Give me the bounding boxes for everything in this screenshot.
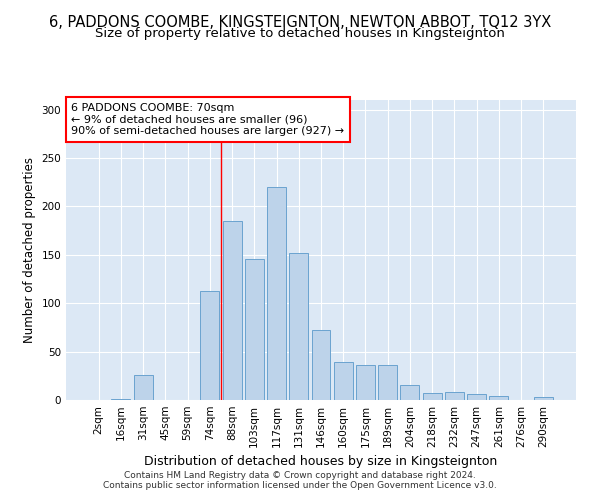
Bar [134, 375, 152, 400]
Bar [223, 221, 242, 400]
X-axis label: Distribution of detached houses by size in Kingsteignton: Distribution of detached houses by size … [145, 456, 497, 468]
Bar [400, 384, 419, 400]
Bar [289, 253, 308, 400]
Bar [490, 396, 508, 400]
Bar [378, 365, 397, 400]
Bar [445, 392, 464, 400]
Y-axis label: Number of detached properties: Number of detached properties [23, 157, 36, 343]
Bar [534, 397, 553, 400]
Bar [245, 258, 264, 400]
Text: Contains HM Land Registry data © Crown copyright and database right 2024.
Contai: Contains HM Land Registry data © Crown c… [103, 470, 497, 490]
Bar [112, 399, 130, 400]
Text: 6, PADDONS COOMBE, KINGSTEIGNTON, NEWTON ABBOT, TQ12 3YX: 6, PADDONS COOMBE, KINGSTEIGNTON, NEWTON… [49, 15, 551, 30]
Bar [467, 394, 486, 400]
Bar [356, 365, 375, 400]
Bar [200, 290, 219, 400]
Text: Size of property relative to detached houses in Kingsteignton: Size of property relative to detached ho… [95, 28, 505, 40]
Text: 6 PADDONS COOMBE: 70sqm
← 9% of detached houses are smaller (96)
90% of semi-det: 6 PADDONS COOMBE: 70sqm ← 9% of detached… [71, 103, 344, 136]
Bar [334, 362, 353, 400]
Bar [423, 393, 442, 400]
Bar [311, 330, 331, 400]
Bar [267, 187, 286, 400]
